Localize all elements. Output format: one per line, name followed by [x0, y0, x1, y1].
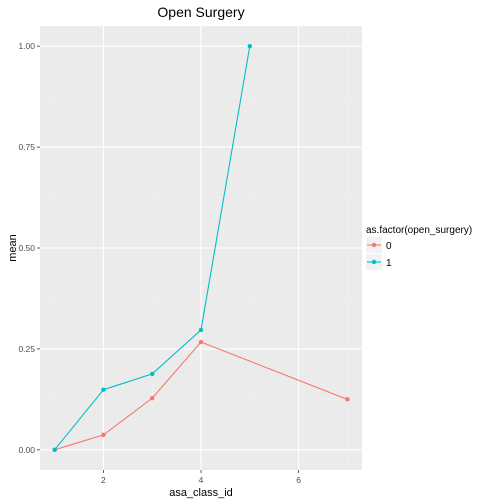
data-point-series-0	[101, 432, 106, 438]
data-point-series-0	[198, 339, 204, 345]
major-gridlines	[37, 26, 362, 473]
y-tick-label: 0.50	[18, 243, 35, 253]
data-point-series-1	[101, 387, 106, 392]
data-point-series-0	[345, 397, 350, 402]
legend-title: as.factor(open_surgery)	[366, 225, 472, 236]
x-axis-title: asa_class_id	[169, 487, 233, 499]
legend: as.factor(open_surgery) 0 1	[366, 225, 472, 270]
y-tick-label: 0.25	[18, 344, 35, 354]
legend-key-point	[371, 242, 377, 248]
data-point-series-1	[150, 371, 155, 377]
x-tick-label: 4	[199, 475, 204, 485]
legend-label: 1	[386, 258, 392, 269]
data-point-series-1	[247, 43, 252, 49]
legend-key-point	[371, 259, 377, 265]
y-tick-label: 1.00	[18, 41, 35, 51]
x-tick-label: 2	[101, 475, 106, 485]
y-tick-labels: 0.00 0.25 0.50 0.75 1.00	[18, 41, 35, 455]
chart-title: Open Surgery	[157, 4, 245, 20]
x-tick-label: 6	[296, 475, 301, 485]
data-point-series-1	[52, 447, 57, 453]
y-axis-title: mean	[7, 234, 19, 262]
y-tick-label: 0.00	[18, 445, 35, 455]
data-point-series-0	[150, 395, 155, 401]
legend-label: 0	[386, 241, 392, 252]
x-tick-labels: 2 4 6	[101, 475, 301, 485]
data-point-series-1	[198, 327, 204, 333]
series-layer	[52, 43, 350, 453]
y-tick-label: 0.75	[18, 142, 35, 152]
